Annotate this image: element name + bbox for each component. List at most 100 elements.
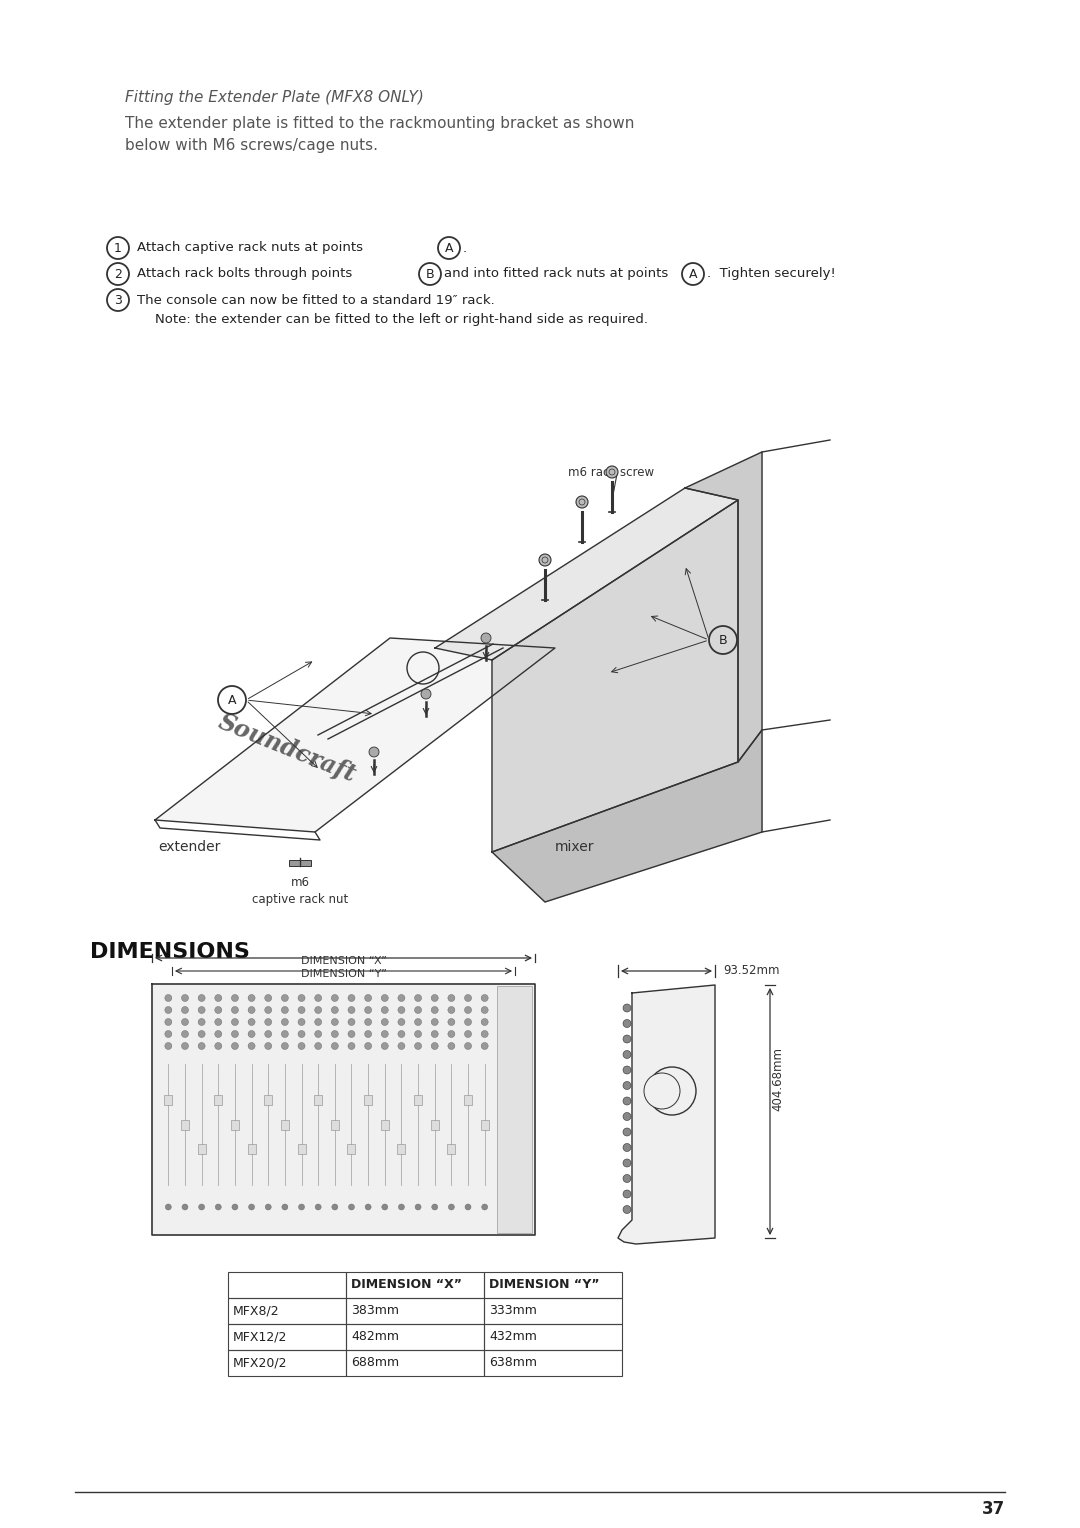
Circle shape <box>248 1042 255 1050</box>
Circle shape <box>381 995 389 1001</box>
Circle shape <box>482 1204 488 1210</box>
Text: below with M6 screws/cage nuts.: below with M6 screws/cage nuts. <box>125 138 378 153</box>
Circle shape <box>365 1042 372 1050</box>
Circle shape <box>231 995 239 1001</box>
Circle shape <box>431 1042 438 1050</box>
Circle shape <box>181 1204 188 1210</box>
Bar <box>497 986 532 1233</box>
Bar <box>346 1351 484 1377</box>
Circle shape <box>348 995 355 1001</box>
Circle shape <box>282 1007 288 1013</box>
Text: captive rack nut: captive rack nut <box>252 892 348 906</box>
Text: 404.68mm: 404.68mm <box>771 1047 784 1111</box>
Circle shape <box>432 1204 437 1210</box>
Text: DIMENSIONS: DIMENSIONS <box>90 941 249 963</box>
Circle shape <box>181 1030 189 1038</box>
Bar <box>447 1143 456 1154</box>
Circle shape <box>265 1019 272 1025</box>
Circle shape <box>231 1030 239 1038</box>
Circle shape <box>623 1051 631 1059</box>
Circle shape <box>298 1030 305 1038</box>
Bar <box>231 1120 239 1129</box>
Bar <box>265 1096 272 1105</box>
Circle shape <box>448 1007 455 1013</box>
Circle shape <box>397 1019 405 1025</box>
Bar <box>281 1120 288 1129</box>
Circle shape <box>448 995 455 1001</box>
Circle shape <box>282 1030 288 1038</box>
Circle shape <box>623 1112 631 1120</box>
Text: extender: extender <box>158 840 220 854</box>
Polygon shape <box>435 487 738 660</box>
Circle shape <box>165 1019 172 1025</box>
Circle shape <box>181 1042 189 1050</box>
Circle shape <box>199 1204 204 1210</box>
Circle shape <box>198 1007 205 1013</box>
Circle shape <box>482 1019 488 1025</box>
Bar <box>228 1271 346 1297</box>
Circle shape <box>348 1042 355 1050</box>
Circle shape <box>623 1034 631 1044</box>
Text: A: A <box>445 241 454 255</box>
Circle shape <box>165 1007 172 1013</box>
Text: Note: the extender can be fitted to the left or right-hand side as required.: Note: the extender can be fitted to the … <box>156 313 648 327</box>
Circle shape <box>415 1042 421 1050</box>
Text: mixer: mixer <box>555 840 594 854</box>
Text: m6 rack screw: m6 rack screw <box>568 466 654 478</box>
Circle shape <box>215 1030 221 1038</box>
Circle shape <box>282 995 288 1001</box>
Bar <box>297 1143 306 1154</box>
Circle shape <box>539 555 551 565</box>
Circle shape <box>314 1030 322 1038</box>
Circle shape <box>381 1204 388 1210</box>
Circle shape <box>576 497 588 507</box>
Bar <box>346 1323 484 1351</box>
Circle shape <box>215 1007 221 1013</box>
Circle shape <box>282 1204 288 1210</box>
Circle shape <box>365 995 372 1001</box>
Circle shape <box>332 1007 338 1013</box>
Circle shape <box>348 1030 355 1038</box>
Text: 432mm: 432mm <box>489 1331 537 1343</box>
Text: 37: 37 <box>982 1500 1005 1517</box>
Text: 2: 2 <box>114 267 122 281</box>
Circle shape <box>215 1204 221 1210</box>
Circle shape <box>248 1007 255 1013</box>
Circle shape <box>215 995 221 1001</box>
Circle shape <box>298 1204 305 1210</box>
Circle shape <box>165 1042 172 1050</box>
Circle shape <box>231 1019 239 1025</box>
Circle shape <box>265 995 272 1001</box>
Bar <box>464 1096 472 1105</box>
Bar <box>397 1143 405 1154</box>
Polygon shape <box>492 500 738 853</box>
Text: The extender plate is fitted to the rackmounting bracket as shown: The extender plate is fitted to the rack… <box>125 116 634 131</box>
Circle shape <box>397 1042 405 1050</box>
Circle shape <box>298 1007 305 1013</box>
Bar <box>484 1271 622 1297</box>
Text: The console can now be fitted to a standard 19″ rack.: The console can now be fitted to a stand… <box>137 293 495 307</box>
Bar <box>346 1297 484 1323</box>
Circle shape <box>248 1204 255 1210</box>
Circle shape <box>431 1030 438 1038</box>
Circle shape <box>381 1042 389 1050</box>
Circle shape <box>231 1007 239 1013</box>
Circle shape <box>215 1042 221 1050</box>
Circle shape <box>198 1042 205 1050</box>
Polygon shape <box>618 986 715 1244</box>
Circle shape <box>482 1030 488 1038</box>
Circle shape <box>415 1204 421 1210</box>
Text: .  Tighten securely!: . Tighten securely! <box>707 267 836 281</box>
Bar <box>381 1120 389 1129</box>
Text: DIMENSION “Y”: DIMENSION “Y” <box>489 1279 599 1291</box>
Polygon shape <box>492 730 762 902</box>
Bar <box>481 1120 488 1129</box>
Text: MFX12/2: MFX12/2 <box>233 1331 287 1343</box>
Circle shape <box>332 1030 338 1038</box>
Text: A: A <box>689 267 698 281</box>
Circle shape <box>365 1204 372 1210</box>
Text: 333mm: 333mm <box>489 1305 537 1317</box>
Circle shape <box>349 1204 354 1210</box>
Circle shape <box>431 1019 438 1025</box>
Circle shape <box>465 1204 471 1210</box>
